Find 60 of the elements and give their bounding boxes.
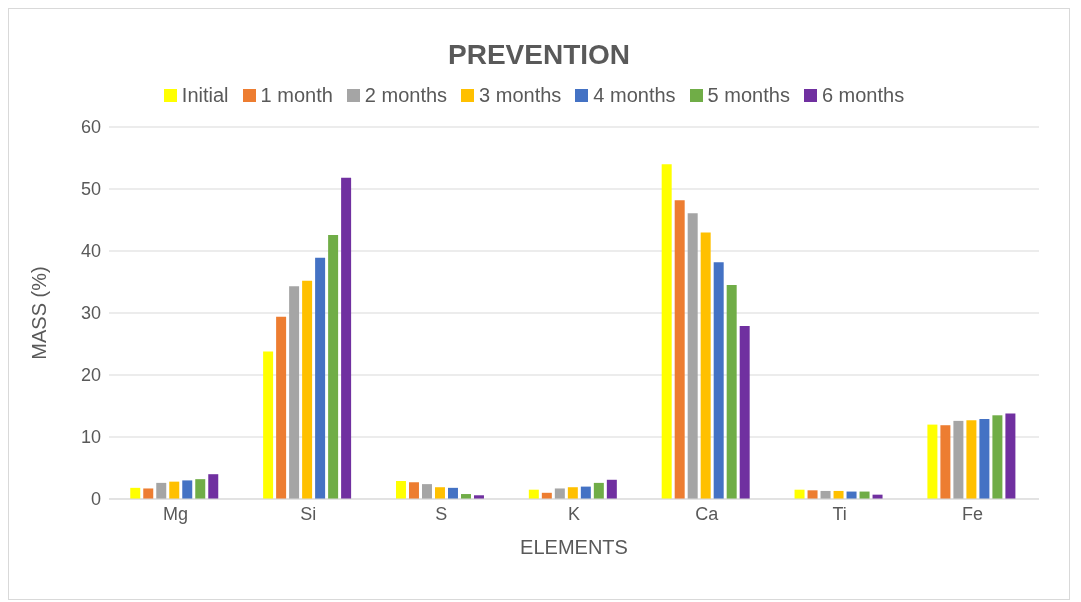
x-tick-label: Ti bbox=[832, 503, 847, 524]
bar bbox=[726, 285, 737, 499]
bar bbox=[713, 262, 724, 499]
x-tick-label: S bbox=[435, 503, 448, 524]
bar bbox=[606, 479, 617, 499]
bar bbox=[979, 419, 990, 499]
bar bbox=[966, 420, 977, 499]
bar bbox=[992, 415, 1003, 499]
bar bbox=[289, 286, 300, 499]
y-tick-label: 20 bbox=[80, 365, 101, 386]
x-tick-label: Fe bbox=[962, 503, 984, 524]
legend-label: 1 month bbox=[260, 84, 333, 107]
y-axis-title: MASS (%) bbox=[28, 266, 51, 360]
bar bbox=[263, 351, 274, 499]
x-tick-label: K bbox=[567, 503, 581, 524]
bar bbox=[341, 177, 352, 499]
legend-label: Initial bbox=[181, 84, 229, 107]
y-tick-label: 50 bbox=[80, 179, 101, 200]
bar bbox=[674, 200, 685, 499]
bar bbox=[940, 425, 951, 499]
bar bbox=[927, 424, 938, 499]
y-tick-label: 40 bbox=[80, 241, 101, 262]
bar bbox=[395, 481, 406, 499]
x-tick-label: Si bbox=[300, 503, 317, 524]
legend-label: 6 months bbox=[821, 84, 905, 107]
bar bbox=[593, 482, 604, 499]
bar bbox=[554, 488, 565, 499]
x-axis-title: ELEMENTS bbox=[520, 536, 628, 558]
bar bbox=[1005, 413, 1016, 499]
chart-title: PREVENTION bbox=[447, 38, 631, 72]
y-tick-label: 0 bbox=[90, 489, 101, 510]
bar bbox=[195, 479, 206, 499]
bar bbox=[302, 280, 313, 499]
y-tick-label: 60 bbox=[80, 117, 101, 138]
bar bbox=[687, 213, 698, 499]
bar bbox=[328, 234, 339, 499]
bar bbox=[739, 326, 750, 499]
bar bbox=[807, 490, 818, 499]
bar bbox=[208, 474, 219, 499]
bar bbox=[315, 257, 326, 499]
bar bbox=[421, 484, 432, 499]
y-tick-label: 30 bbox=[80, 303, 101, 324]
bar bbox=[143, 488, 154, 499]
bar bbox=[169, 481, 180, 499]
x-tick-label: Ca bbox=[695, 503, 720, 524]
legend-label: 2 months bbox=[364, 84, 448, 107]
bar bbox=[953, 420, 964, 499]
legend-label: 4 months bbox=[593, 84, 676, 107]
x-tick-label: Mg bbox=[162, 503, 188, 524]
bar bbox=[661, 164, 672, 499]
bar bbox=[276, 316, 287, 499]
bar bbox=[434, 487, 445, 499]
bar bbox=[567, 487, 578, 499]
legend-label: 5 months bbox=[707, 84, 790, 107]
legend-label: 3 months bbox=[479, 84, 562, 107]
bar bbox=[156, 482, 167, 499]
y-tick-label: 10 bbox=[80, 427, 101, 448]
bar bbox=[182, 480, 193, 499]
bar bbox=[700, 232, 711, 499]
bar bbox=[408, 482, 419, 499]
